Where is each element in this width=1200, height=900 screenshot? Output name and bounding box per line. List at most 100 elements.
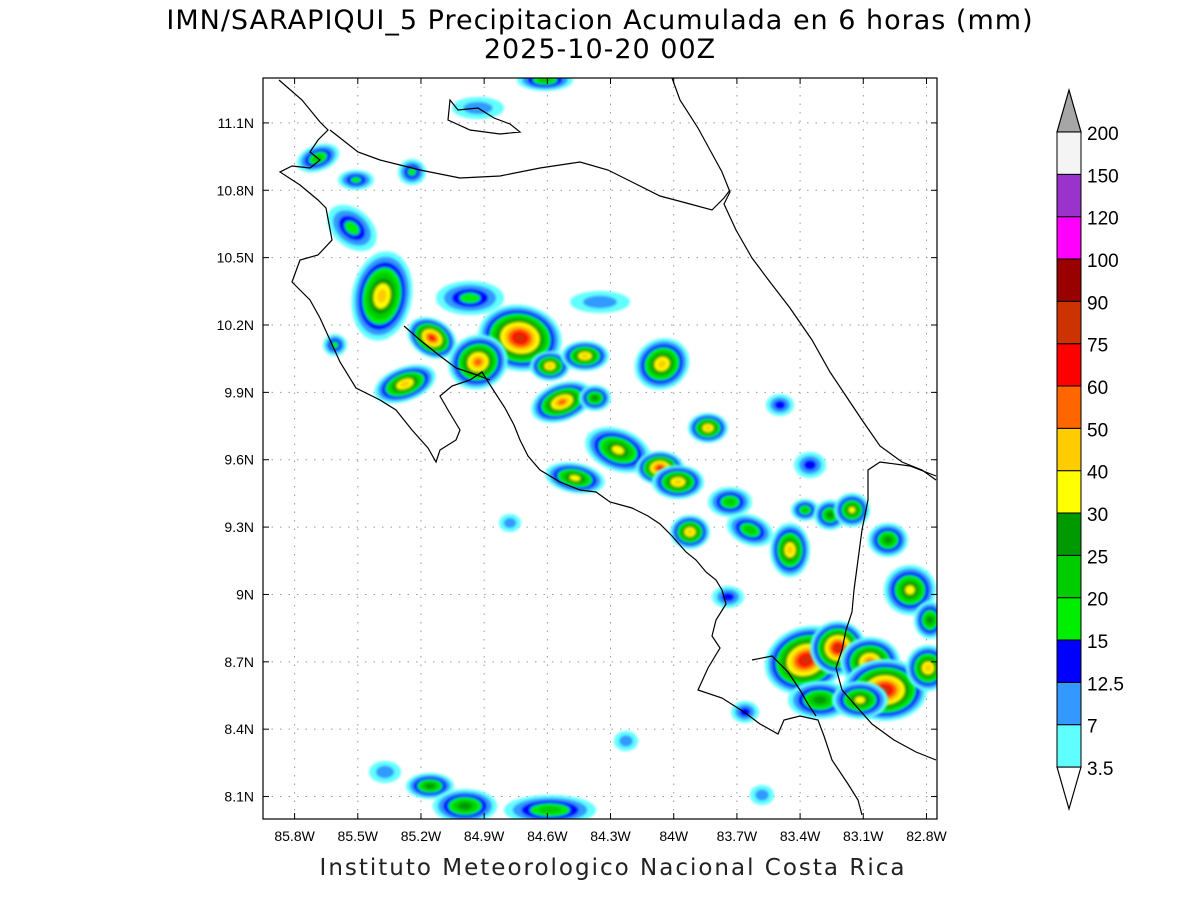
rain-cell bbox=[794, 452, 826, 478]
rain-cell bbox=[750, 785, 774, 805]
rain-cell bbox=[374, 364, 436, 404]
legend-swatch bbox=[1056, 300, 1082, 345]
nicoya-gulf-inner bbox=[403, 325, 491, 381]
y-tick-label: 8.4N bbox=[224, 721, 254, 737]
rain-cell bbox=[712, 586, 744, 608]
rain-cell bbox=[688, 413, 728, 443]
legend-label: 30 bbox=[1087, 505, 1108, 526]
rain-cell bbox=[436, 281, 504, 315]
legend-label: 3.5 bbox=[1087, 759, 1113, 780]
rain-cell bbox=[652, 465, 704, 499]
x-tick-label: 84W bbox=[659, 828, 689, 844]
legend-swatch bbox=[1056, 470, 1082, 514]
x-tick-label: 85.2W bbox=[401, 828, 442, 844]
legend-swatch bbox=[1056, 724, 1082, 768]
legend-label: 7 bbox=[1087, 717, 1098, 738]
legend-label: 150 bbox=[1087, 166, 1119, 187]
rain-cell bbox=[832, 681, 888, 719]
coastline-borders bbox=[278, 78, 937, 816]
rain-cell bbox=[561, 341, 609, 371]
y-tick-label: 8.1N bbox=[224, 789, 254, 805]
rain-cell bbox=[406, 773, 454, 799]
legend-label: 100 bbox=[1087, 251, 1119, 272]
rain-cell bbox=[906, 645, 937, 691]
credit-text: Instituto Meteorologico Nacional Costa R… bbox=[319, 855, 907, 881]
y-tick-label: 10.8N bbox=[217, 182, 254, 198]
x-tick-label: 85.5W bbox=[338, 828, 379, 844]
x-tick-label: 83.7W bbox=[717, 828, 758, 844]
osa-coast bbox=[751, 655, 817, 717]
rain-cell bbox=[327, 204, 377, 252]
legend-swatch bbox=[1056, 512, 1082, 556]
precipitation-field bbox=[296, 78, 937, 819]
rain-cell bbox=[884, 565, 936, 615]
rain-cell bbox=[570, 291, 630, 313]
rain-cell bbox=[407, 317, 457, 359]
rain-cell bbox=[351, 251, 413, 341]
legend-swatch bbox=[1056, 681, 1082, 726]
rain-cell bbox=[708, 487, 752, 517]
legend-label: 60 bbox=[1087, 378, 1108, 399]
y-tick-label: 9N bbox=[236, 586, 254, 602]
rain-cell bbox=[338, 170, 374, 190]
rain-cell bbox=[531, 381, 593, 423]
color-legend: 3.5 7 12.5 15 20 25 30 40 50 60 75 90 100 120 150 200 bbox=[1056, 87, 1124, 812]
rain-cell bbox=[766, 394, 794, 416]
rain-cell bbox=[670, 515, 710, 549]
rain-cell bbox=[517, 78, 573, 91]
rain-cell bbox=[914, 601, 937, 639]
coastline-pacific bbox=[278, 79, 863, 816]
legend-label: 50 bbox=[1087, 420, 1108, 441]
legend-arrow-high bbox=[1056, 87, 1082, 133]
legend-label: 40 bbox=[1087, 463, 1108, 484]
rain-cell bbox=[579, 385, 611, 411]
rain-cell bbox=[448, 334, 508, 390]
rain-cell bbox=[323, 334, 347, 356]
legend-label: 12.5 bbox=[1087, 674, 1124, 695]
legend-swatch bbox=[1056, 639, 1082, 683]
legend-label: 120 bbox=[1087, 209, 1119, 230]
legend-arrow-low bbox=[1056, 766, 1082, 812]
y-tick-label: 11.1N bbox=[218, 115, 254, 131]
x-tick-label: 83.4W bbox=[780, 828, 821, 844]
rain-cell bbox=[499, 514, 521, 532]
legend-swatch bbox=[1056, 343, 1082, 387]
legend-label: 20 bbox=[1087, 590, 1108, 611]
legend-swatch bbox=[1056, 385, 1082, 429]
x-tick-label: 84.6W bbox=[527, 828, 568, 844]
border-panama bbox=[835, 461, 937, 761]
rain-cell bbox=[585, 427, 651, 473]
coastline-caribbean bbox=[671, 78, 937, 481]
legend-label: 90 bbox=[1087, 293, 1108, 314]
y-tick-label: 10.2N bbox=[217, 317, 254, 333]
legend-label: 75 bbox=[1087, 336, 1108, 357]
y-tick-label: 8.7N bbox=[224, 654, 254, 670]
x-tick-label: 84.3W bbox=[590, 828, 631, 844]
chart-title: IMN/SARAPIQUI_5 Precipitacion Acumulada … bbox=[166, 5, 1034, 36]
border-nicaragua bbox=[329, 129, 731, 211]
y-tick-label: 9.3N bbox=[224, 519, 254, 535]
legend-swatch bbox=[1056, 173, 1082, 218]
x-tick-label: 85.8W bbox=[274, 828, 315, 844]
rain-cell bbox=[791, 499, 819, 521]
x-tick-label: 83.1W bbox=[843, 828, 884, 844]
y-tick-label: 9.9N bbox=[224, 384, 254, 400]
legend-label: 200 bbox=[1087, 124, 1119, 145]
x-tick-label: 82.8W bbox=[906, 828, 947, 844]
plot-frame bbox=[262, 77, 938, 820]
legend-swatch bbox=[1056, 216, 1082, 260]
rain-cell bbox=[834, 493, 870, 527]
rain-cell bbox=[398, 159, 426, 185]
y-axis: 8.1N 8.4N 8.7N 9N 9.3N 9.6N 9.9N 10.2N 10.5N 10.8… bbox=[217, 115, 937, 805]
rain-cell bbox=[726, 513, 774, 547]
chart-subtitle: 2025-10-20 00Z bbox=[483, 34, 717, 65]
legend-swatch bbox=[1056, 597, 1082, 641]
legend-swatch bbox=[1056, 554, 1082, 599]
rain-cell bbox=[770, 523, 810, 577]
rain-cell bbox=[504, 795, 596, 819]
rain-cell bbox=[614, 731, 638, 751]
legend-label: 15 bbox=[1087, 632, 1108, 653]
rain-cell bbox=[433, 789, 497, 819]
legend-swatch bbox=[1056, 258, 1082, 302]
